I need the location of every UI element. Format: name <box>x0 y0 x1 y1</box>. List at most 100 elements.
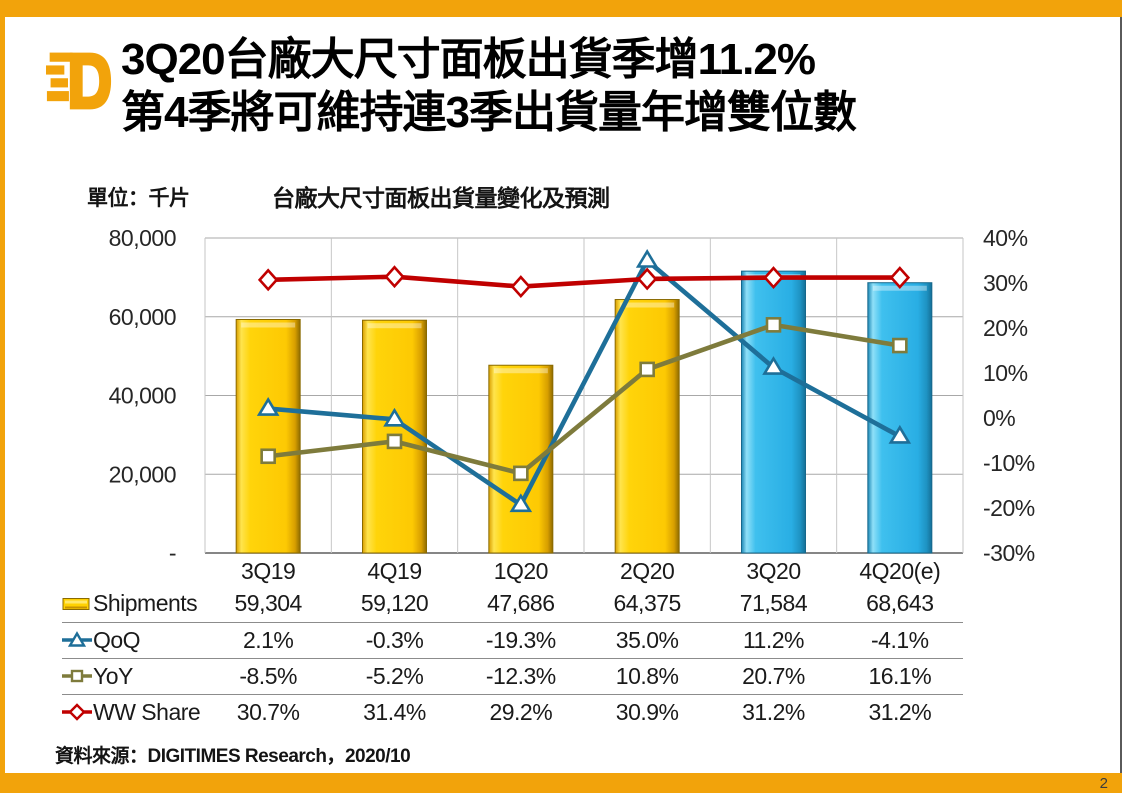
table-col-header: 4Q19 <box>367 557 422 584</box>
legend-key: Shipments <box>62 590 205 617</box>
diamond-marker <box>257 268 279 292</box>
line-series-yoy <box>260 317 908 482</box>
series-line <box>265 258 903 508</box>
table-value-cell: -0.3% <box>331 622 458 659</box>
table-value-cell: 31.2% <box>868 698 932 725</box>
left-accent-stripe <box>0 0 5 793</box>
legend-key: QoQ <box>62 627 205 654</box>
legend-key: YoY <box>62 663 205 690</box>
table-value-cell: 59,304 <box>205 586 332 623</box>
slide-title-line1: 3Q20台廠大尺寸面板出貨季增11.2% <box>121 35 816 84</box>
legend-cell: QoQ <box>62 622 205 659</box>
diamond-legend-icon <box>62 703 92 721</box>
square-marker <box>386 433 403 450</box>
series-line <box>265 322 903 476</box>
digitimes-d-logo <box>46 52 112 110</box>
bar-top-bevel <box>620 302 675 308</box>
shipment-data-table: 3Q19 4Q19 1Q20 2Q20 3Q20 4Q20(e) Shipments 59,3… <box>62 556 963 730</box>
triangle-marker <box>383 407 406 427</box>
table-col-header: 3Q19 <box>241 557 296 584</box>
diamond-marker <box>763 266 784 290</box>
bar-top-bevel <box>241 322 296 328</box>
table-value-cell: 47,686 <box>457 586 584 623</box>
chart-table: 3Q19 4Q19 1Q20 2Q20 3Q20 4Q20(e) Shipments 59,3… <box>62 556 963 730</box>
diamond-marker <box>384 265 405 289</box>
table-corner-cell <box>62 556 205 586</box>
right-axis-tick: -30% <box>983 540 1035 566</box>
table-value-cell: 29.2% <box>489 698 553 725</box>
square-marker <box>513 465 529 482</box>
table-col-header: 1Q20 <box>493 557 549 584</box>
table-value-cell: -12.3% <box>457 658 584 695</box>
square-marker <box>260 448 276 465</box>
diamond-marker <box>636 267 658 291</box>
bar-top-bevel <box>493 368 548 374</box>
table-col-header: 4Q20(e) <box>859 557 941 584</box>
right-axis-tick: 40% <box>983 225 1028 251</box>
table-value-cell: 71,584 <box>710 586 837 623</box>
table-value-cell: 31.4% <box>363 698 426 725</box>
bar-3Q19 <box>235 318 301 554</box>
bottom-accent-bar: 2 <box>0 773 1122 793</box>
triangle-marker <box>256 397 280 416</box>
right-axis-tick: 30% <box>983 270 1028 296</box>
table-row-ww-share: WW Share 30.7% 31.4% 29.2% 30.9% 31.2% 31.2% <box>62 694 963 730</box>
slide-right-border <box>1120 17 1122 773</box>
table-row-yoy: YoY -8.5% -5.2% -12.3% 10.8% 20.7% 16.1% <box>62 658 963 695</box>
table-value-cell: -19.3% <box>457 622 584 659</box>
bar-3Q20 <box>741 270 806 554</box>
legend-label: YoY <box>93 662 133 689</box>
table-value-cell: 2.1% <box>205 622 332 659</box>
chart-title: 台廠大尺寸面板出貨量變化及預測 <box>272 185 610 211</box>
bar-top-bevel <box>367 323 422 329</box>
table-value-cell: 11.2% <box>710 622 837 659</box>
table-col-header: 3Q20 <box>746 557 801 584</box>
right-axis-tick: 20% <box>983 315 1028 341</box>
right-axis-tick: 0% <box>983 405 1015 431</box>
table-value-cell: 16.1% <box>836 658 963 695</box>
left-axis-tick: 60,000 <box>109 304 176 330</box>
slide-title: 3Q20台廠大尺寸面板出貨季增11.2% 第4季將可維持連3季出貨量年增雙位數 <box>121 34 857 140</box>
left-axis-tick: 20,000 <box>109 461 176 487</box>
series-line <box>265 274 903 289</box>
legend-label: QoQ <box>93 626 141 653</box>
unit-label: 單位：千片 <box>87 187 190 210</box>
right-axis-tick: -20% <box>983 495 1035 521</box>
bar-1Q20 <box>488 364 554 554</box>
line-series-ww-share <box>257 265 911 299</box>
slide-title-line2: 第4季將可維持連3季出貨量年增雙位數 <box>121 87 857 137</box>
top-accent-bar <box>0 0 1122 17</box>
table-value-cell: 20.7% <box>710 658 837 695</box>
table-value-cell: 64,375 <box>583 586 711 623</box>
bar-4Q19 <box>362 319 427 554</box>
square-marker <box>639 361 655 378</box>
right-axis-tick: 10% <box>983 360 1028 386</box>
diamond-marker <box>889 266 911 290</box>
legend-cell: Shipments <box>62 586 205 623</box>
table-row-qoq: QoQ 2.1% -0.3% -19.3% 35.0% 11.2% -4.1% <box>62 622 963 659</box>
table-value-cell: 30.7% <box>236 698 300 725</box>
table-value-cell: 68,643 <box>836 586 963 623</box>
right-axis-tick: -10% <box>983 450 1035 476</box>
triangle-marker <box>762 356 785 375</box>
table-value-cell: 35.0% <box>583 622 711 659</box>
table-value-cell: -4.1% <box>836 622 963 659</box>
table-value-cell: -5.2% <box>331 658 458 695</box>
source-note: 資料來源：DIGITIMES Research，2020/10 <box>55 746 411 767</box>
table-col-header: 2Q20 <box>620 557 675 584</box>
legend-cell: WW Share <box>62 694 205 730</box>
table-row-shipments: Shipments 59,304 59,120 47,686 64,375 71,584 6… <box>62 586 963 623</box>
bar-2Q20 <box>614 299 680 554</box>
legend-label: Shipments <box>93 590 198 617</box>
table-value-cell: 59,120 <box>331 586 458 623</box>
bar-swatch-legend-icon <box>62 597 90 610</box>
bar-4Q20(e) <box>867 282 933 554</box>
triangle-marker <box>509 493 533 513</box>
legend-key: WW Share <box>62 699 205 726</box>
table-value-cell: 10.8% <box>583 658 711 695</box>
triangle-marker <box>888 424 912 444</box>
table-value-cell: -8.5% <box>205 658 332 695</box>
bar-top-bevel <box>746 274 801 280</box>
left-axis-tick: 40,000 <box>109 383 176 409</box>
square-marker <box>765 317 782 333</box>
